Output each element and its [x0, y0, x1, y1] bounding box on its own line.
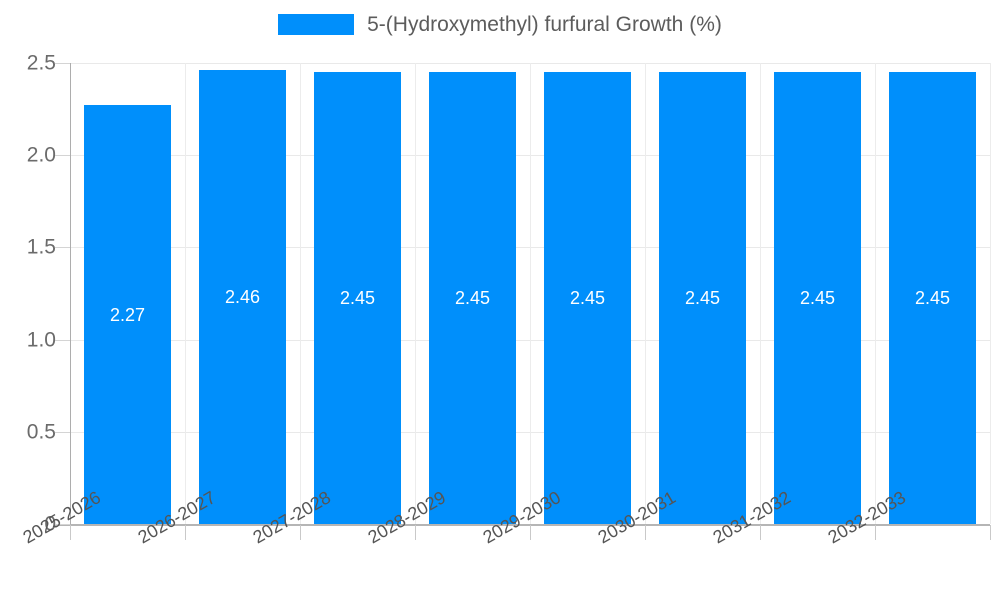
x-axis-tick-mark	[300, 525, 301, 540]
y-axis-tick-mark	[55, 524, 70, 525]
legend-item-label: 5-(Hydroxymethyl) furfural Growth (%)	[367, 13, 722, 36]
gridline-vertical	[875, 63, 876, 524]
x-axis-tick-mark	[990, 525, 991, 540]
gridline-vertical	[990, 63, 991, 524]
bar-value-label: 2.45	[914, 288, 951, 309]
x-axis-line	[55, 524, 990, 526]
bar[interactable]	[659, 72, 746, 524]
y-axis-tick-label: 0	[44, 512, 56, 536]
y-axis-tick-mark	[55, 247, 70, 249]
bar-value-label: 2.27	[109, 304, 146, 325]
bar[interactable]	[84, 105, 171, 524]
y-axis-tick-label: 0.5	[26, 420, 56, 444]
x-axis-tick-mark	[185, 525, 186, 540]
y-axis-tick-label: 1.5	[26, 235, 56, 259]
chart-legend: 5-(Hydroxymethyl) furfural Growth (%)	[0, 14, 1000, 35]
x-axis-tick-mark	[530, 525, 531, 540]
bar[interactable]	[544, 72, 631, 524]
x-axis-tick-mark	[875, 525, 876, 540]
legend-color-swatch-icon	[278, 14, 355, 35]
x-axis-tick-mark	[645, 525, 646, 540]
bar-value-label: 2.45	[684, 288, 721, 309]
y-axis-tick-label: 2.5	[26, 51, 56, 75]
gridline-vertical	[760, 63, 761, 524]
bar[interactable]	[429, 72, 516, 524]
bar-value-label: 2.46	[224, 287, 261, 308]
gridline-vertical	[185, 63, 186, 524]
gridline-vertical	[415, 63, 416, 524]
bar[interactable]	[889, 72, 976, 524]
x-axis-tick-mark	[760, 525, 761, 540]
bar-value-label: 2.45	[569, 288, 606, 309]
y-axis-tick-label: 1.0	[26, 328, 56, 352]
y-axis-tick-mark	[55, 431, 70, 433]
bar-value-label: 2.45	[799, 288, 836, 309]
gridline-vertical	[645, 63, 646, 524]
x-axis-tick-mark	[415, 525, 416, 540]
y-axis-tick-label: 2.0	[26, 143, 56, 167]
legend-item-series-0[interactable]: 5-(Hydroxymethyl) furfural Growth (%)	[278, 14, 722, 35]
x-axis-tick-mark	[70, 525, 71, 540]
y-axis-tick-mark	[55, 339, 70, 341]
y-axis-line	[70, 63, 71, 536]
plot-area: 2.27 2.46 2.45 2.45 2.45 2.45 2.45 2.45	[70, 63, 991, 525]
gridline-vertical	[300, 63, 301, 524]
bar-value-label: 2.45	[454, 288, 491, 309]
bar[interactable]	[199, 70, 286, 524]
y-axis-tick-mark	[55, 63, 70, 64]
bar[interactable]	[774, 72, 861, 524]
bar-value-label: 2.45	[339, 288, 376, 309]
bar[interactable]	[314, 72, 401, 524]
gridline-vertical	[530, 63, 531, 524]
y-axis-labels: 0 0.5 1.0 1.5 2.0 2.5	[0, 0, 56, 600]
y-axis-tick-mark	[55, 155, 70, 157]
